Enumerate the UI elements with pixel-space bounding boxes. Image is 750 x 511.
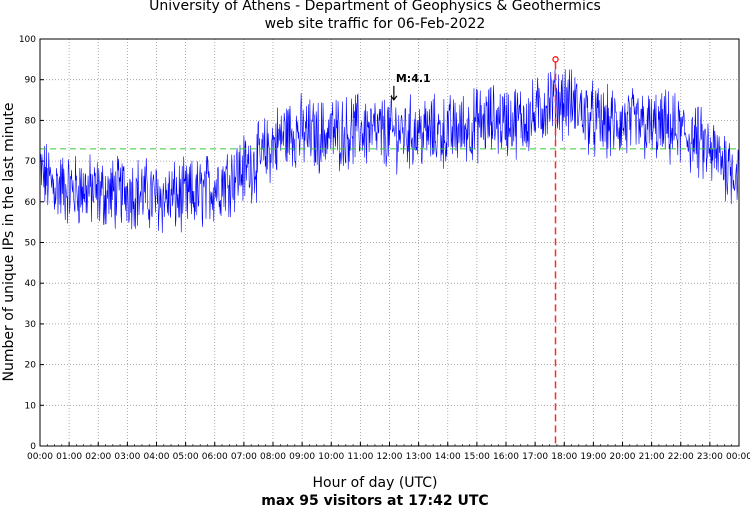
max-marker (552, 56, 559, 63)
x-tick-label: 00:00 (27, 452, 53, 462)
x-tick-label: 05:00 (173, 452, 199, 462)
x-tick-label: 02:00 (85, 452, 111, 462)
x-tick-label: 18:00 (551, 452, 577, 462)
x-tick-label: 00:00 (726, 452, 750, 462)
y-tick-label: 60 (25, 198, 37, 208)
y-tick-label: 20 (25, 361, 37, 371)
x-tick-label: 21:00 (639, 452, 665, 462)
x-tick-label: 03:00 (114, 452, 140, 462)
x-tick-label: 22:00 (668, 452, 694, 462)
x-tick-label: 17:00 (522, 452, 548, 462)
x-tick-label: 15:00 (464, 452, 490, 462)
ticks: 00:00 01:00 02:00 03:00 04:00 05:00 06:00 07:00… (19, 35, 750, 462)
traffic-series-line (39, 69, 740, 233)
x-tick-label: 01:00 (56, 452, 82, 462)
y-tick-label: 30 (25, 320, 37, 330)
x-tick-label: 16:00 (493, 452, 519, 462)
max-visitors-caption: max 95 visitors at 17:42 UTC (261, 493, 489, 509)
chart-title: University of Athens - Department of Geo… (149, 0, 601, 14)
x-tick-label: 19:00 (580, 452, 606, 462)
x-tick-label: 10:00 (318, 452, 344, 462)
y-tick-label: 40 (25, 279, 37, 289)
x-tick-label: 20:00 (610, 452, 636, 462)
plot-frame (39, 38, 740, 447)
x-tick-label: 06:00 (202, 452, 228, 462)
x-tick-label: 11:00 (347, 452, 373, 462)
annotation-arrow-head (390, 95, 398, 101)
y-tick-label: 70 (25, 157, 37, 167)
chart-subtitle: web site traffic for 06-Feb-2022 (264, 16, 486, 32)
extras: M:4.1 (40, 56, 739, 446)
x-tick-label: 23:00 (697, 452, 723, 462)
series (39, 69, 740, 233)
grid (40, 39, 739, 446)
y-tick-label: 50 (25, 239, 37, 249)
x-tick-label: 08:00 (260, 452, 286, 462)
x-tick-label: 04:00 (144, 452, 170, 462)
traffic-chart: 00:00 01:00 02:00 03:00 04:00 05:00 06:00 07:00… (1, 35, 750, 462)
x-tick-label: 13:00 (406, 452, 432, 462)
x-tick-label: 09:00 (289, 452, 315, 462)
x-tick-label: 14:00 (435, 452, 461, 462)
x-tick-label: 12:00 (377, 452, 403, 462)
y-tick-label: 90 (25, 76, 37, 86)
y-axis-label: Number of unique IPs in the last minute (1, 103, 17, 382)
y-tick-label: 80 (25, 116, 37, 126)
x-axis-label: Hour of day (UTC) (312, 475, 438, 491)
x-tick-label: 07:00 (231, 452, 257, 462)
y-tick-label: 10 (25, 401, 37, 411)
annotation-label: M:4.1 (396, 72, 431, 85)
y-tick-label: 100 (19, 35, 36, 45)
y-tick-label: 0 (30, 442, 36, 452)
